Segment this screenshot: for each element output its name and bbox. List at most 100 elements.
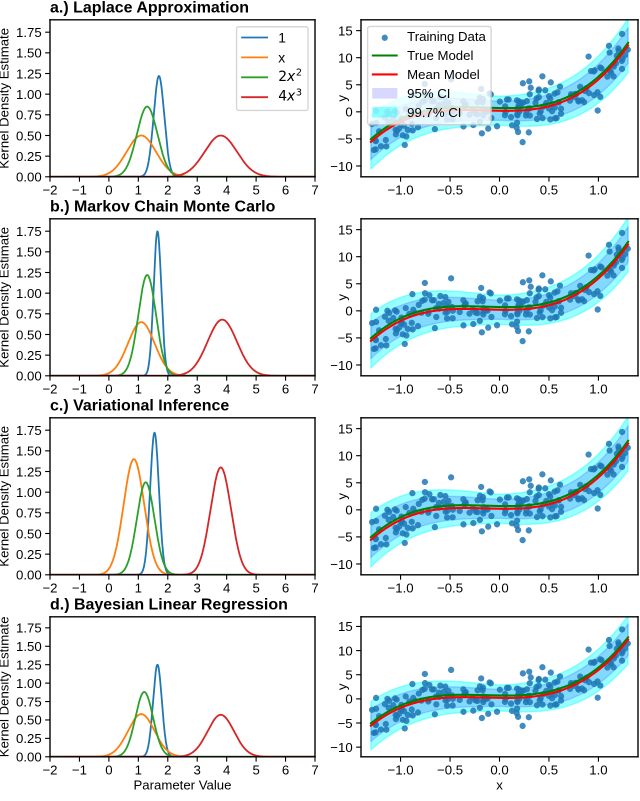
svg-text:1: 1 <box>135 183 142 198</box>
svg-text:−1.0: −1.0 <box>388 763 414 778</box>
svg-text:0.5: 0.5 <box>540 183 558 198</box>
svg-text:1.00: 1.00 <box>16 87 42 102</box>
svg-text:5: 5 <box>252 581 259 596</box>
svg-text:0.50: 0.50 <box>16 526 42 541</box>
svg-text:1.75: 1.75 <box>16 621 42 636</box>
svg-text:15: 15 <box>338 421 353 436</box>
svg-text:5: 5 <box>252 382 259 397</box>
svg-text:5: 5 <box>345 277 352 292</box>
svg-text:−5: −5 <box>338 331 353 346</box>
svg-text:5: 5 <box>345 668 352 683</box>
svg-text:1.25: 1.25 <box>16 657 42 672</box>
svg-text:−2: −2 <box>42 581 57 596</box>
svg-text:−10: −10 <box>330 557 352 572</box>
svg-text:1.50: 1.50 <box>16 444 42 459</box>
svg-text:0.25: 0.25 <box>16 731 42 746</box>
svg-text:1.0: 1.0 <box>589 763 607 778</box>
svg-text:15: 15 <box>338 23 353 38</box>
svg-text:1: 1 <box>135 382 142 397</box>
svg-text:0: 0 <box>345 105 352 120</box>
svg-text:0.75: 0.75 <box>16 694 42 709</box>
svg-text:0.25: 0.25 <box>16 547 42 562</box>
svg-text:Kernel Density Estimate: Kernel Density Estimate <box>0 28 12 169</box>
svg-text:0.0: 0.0 <box>490 763 508 778</box>
svg-text:0: 0 <box>105 183 112 198</box>
svg-text:0.5: 0.5 <box>540 581 558 596</box>
svg-text:c.) Variational Inference: c.) Variational Inference <box>50 397 229 414</box>
svg-text:0.00: 0.00 <box>16 170 42 185</box>
svg-text:−0.5: −0.5 <box>437 763 463 778</box>
svg-text:0: 0 <box>105 581 112 596</box>
svg-text:7: 7 <box>311 763 318 778</box>
svg-text:0.00: 0.00 <box>16 369 42 384</box>
svg-text:10: 10 <box>338 643 353 658</box>
svg-text:b.) Markov Chain Monte Carlo: b.) Markov Chain Monte Carlo <box>50 198 276 215</box>
svg-text:1.75: 1.75 <box>16 224 42 239</box>
svg-text:0: 0 <box>345 692 352 707</box>
svg-text:1.0: 1.0 <box>589 382 607 397</box>
svg-text:−1: −1 <box>72 763 87 778</box>
svg-text:10: 10 <box>338 50 353 65</box>
svg-text:0.0: 0.0 <box>490 382 508 397</box>
svg-text:3: 3 <box>194 382 201 397</box>
svg-text:1.00: 1.00 <box>16 485 42 500</box>
svg-text:1.50: 1.50 <box>16 46 42 61</box>
svg-text:−0.5: −0.5 <box>437 183 463 198</box>
svg-text:10: 10 <box>338 249 353 264</box>
svg-text:0: 0 <box>345 304 352 319</box>
svg-text:−1.0: −1.0 <box>388 183 414 198</box>
svg-text:−1: −1 <box>72 382 87 397</box>
svg-text:6: 6 <box>282 581 289 596</box>
svg-text:−0.5: −0.5 <box>437 382 463 397</box>
svg-text:4: 4 <box>223 763 230 778</box>
svg-text:1: 1 <box>135 581 142 596</box>
svg-text:1.00: 1.00 <box>16 286 42 301</box>
svg-text:1.25: 1.25 <box>16 464 42 479</box>
svg-text:3: 3 <box>194 183 201 198</box>
svg-text:1: 1 <box>135 763 142 778</box>
svg-text:−1.0: −1.0 <box>388 382 414 397</box>
svg-text:1: 1 <box>278 29 286 45</box>
svg-text:2: 2 <box>164 581 171 596</box>
svg-text:0.50: 0.50 <box>16 713 42 728</box>
svg-text:x: x <box>496 778 503 793</box>
svg-text:7: 7 <box>311 382 318 397</box>
svg-text:1.0: 1.0 <box>589 581 607 596</box>
svg-text:−1: −1 <box>72 183 87 198</box>
svg-text:y: y <box>334 294 349 301</box>
svg-text:Kernel Density Estimate: Kernel Density Estimate <box>0 426 12 567</box>
svg-text:0.75: 0.75 <box>16 506 42 521</box>
svg-text:−10: −10 <box>330 358 352 373</box>
svg-text:y: y <box>334 683 349 690</box>
svg-text:d.) Bayesian Linear Regression: d.) Bayesian Linear Regression <box>50 596 288 613</box>
svg-text:0.00: 0.00 <box>16 750 42 765</box>
svg-text:1.75: 1.75 <box>16 25 42 40</box>
svg-text:4: 4 <box>223 382 230 397</box>
svg-text:1.25: 1.25 <box>16 265 42 280</box>
svg-text:10: 10 <box>338 448 353 463</box>
svg-text:True Model: True Model <box>407 48 473 63</box>
svg-text:0.25: 0.25 <box>16 149 42 164</box>
svg-text:−2: −2 <box>42 382 57 397</box>
svg-text:99.7% CI: 99.7% CI <box>407 105 461 120</box>
svg-text:0: 0 <box>345 503 352 518</box>
svg-text:0.50: 0.50 <box>16 128 42 143</box>
svg-text:−1.0: −1.0 <box>388 581 414 596</box>
svg-text:3: 3 <box>194 581 201 596</box>
svg-text:15: 15 <box>338 619 353 634</box>
svg-text:−1: −1 <box>72 581 87 596</box>
svg-text:Mean Model: Mean Model <box>407 67 480 82</box>
svg-text:5: 5 <box>345 78 352 93</box>
svg-text:1.50: 1.50 <box>16 639 42 654</box>
svg-text:x: x <box>278 49 285 65</box>
svg-text:0.75: 0.75 <box>16 307 42 322</box>
svg-text:−2: −2 <box>42 183 57 198</box>
svg-text:0.50: 0.50 <box>16 327 42 342</box>
svg-text:−2: −2 <box>42 763 57 778</box>
svg-text:6: 6 <box>282 382 289 397</box>
svg-text:Parameter Value: Parameter Value <box>134 778 232 793</box>
svg-text:4: 4 <box>223 183 230 198</box>
svg-text:5: 5 <box>252 183 259 198</box>
svg-text:15: 15 <box>338 222 353 237</box>
svg-text:−5: −5 <box>338 716 353 731</box>
